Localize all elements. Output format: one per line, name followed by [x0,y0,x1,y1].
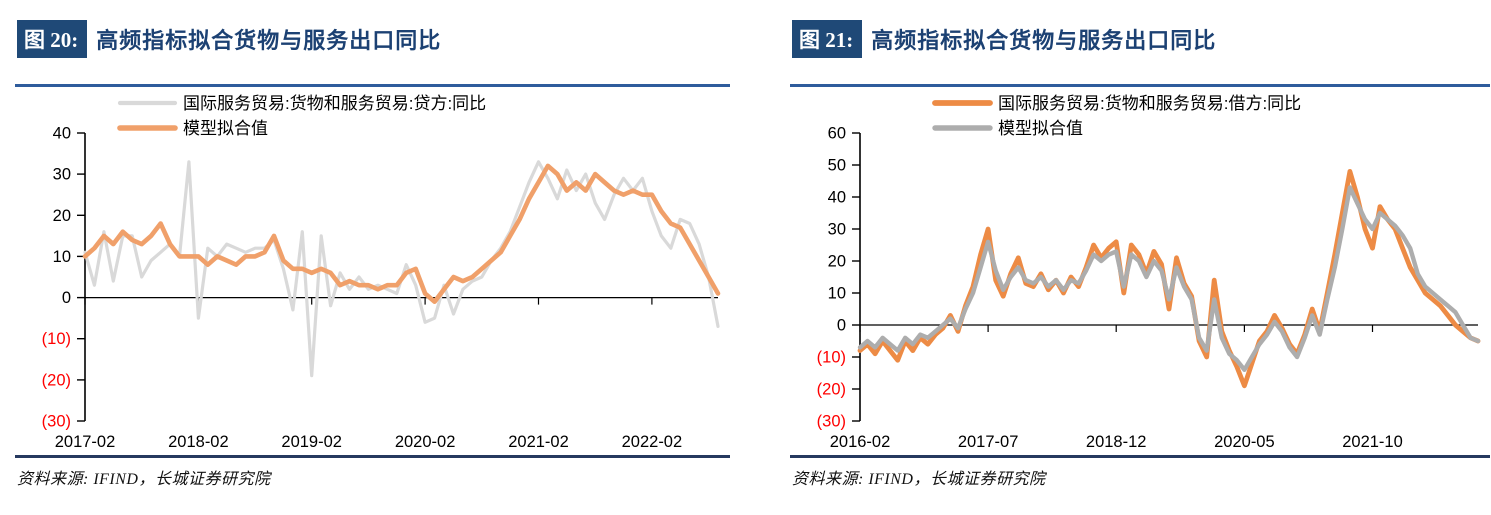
y-tick-label: (20) [42,371,71,389]
y-tick-label: 10 [53,248,71,266]
x-tick-label: 2021-10 [1342,433,1403,451]
x-tick-label: 2018-12 [1086,433,1147,451]
y-tick-label: 0 [62,289,71,307]
legend-label: 国际服务贸易:货物和服务贸易:借方:同比 [998,94,1301,113]
figure-20-tag: 图 20: [17,20,88,58]
line-chart: 60 50 40 30 20 10 0 (10) (20) (30) 2016-02 2017-07 2… [817,94,1481,451]
figure-21-tag: 图 21: [792,20,863,58]
y-tick-label: (30) [817,413,846,431]
figure-20-panel: 图 20: 高频指标拟合货物与服务出口同比 40 30 20 10 0 (10) (20) (… [15,16,730,489]
y-tick-label: 10 [828,285,846,303]
line-chart: 40 30 20 10 0 (10) (20) (30) 2017-02 2018-02 2019-… [42,94,721,451]
x-tick-label: 2022-02 [622,433,683,451]
legend-label: 模型拟合值 [998,119,1083,138]
y-tick-label: 60 [828,125,846,143]
figure-21-source-note: 资料来源: IFIND，长城证券研究院 [792,471,1046,488]
figure-20-chart: 40 30 20 10 0 (10) (20) (30) 2017-02 2018-02 2019-… [15,87,730,455]
series-line [857,169,1481,389]
y-tick-label: 20 [828,253,846,271]
legend-label: 模型拟合值 [183,119,268,138]
x-tick-label: 2017-07 [958,433,1019,451]
y-tick-label: (10) [42,330,71,348]
figure-20-footer-divider [15,455,730,458]
figure-20-header: 图 20: 高频指标拟合货物与服务出口同比 [17,20,730,58]
legend-label: 国际服务贸易:货物和服务贸易:贷方:同比 [183,94,486,113]
y-tick-label: 40 [828,189,846,207]
y-tick-label: (30) [42,413,71,431]
y-tick-label: 30 [828,221,846,239]
figures-row: 图 20: 高频指标拟合货物与服务出口同比 40 30 20 10 0 (10) (20) (… [15,16,1490,489]
y-tick-label: 30 [53,166,71,184]
y-tick-label: 40 [53,125,71,143]
figure-21-footer-divider [790,455,1490,458]
figure-20-source-note: 资料来源: IFIND，长城证券研究院 [17,471,271,488]
figure-21-title: 高频指标拟合货物与服务出口同比 [871,28,1217,53]
x-tick-label: 2016-02 [830,433,891,451]
figure-21-header-divider [790,84,1490,87]
figure-21-chart: 60 50 40 30 20 10 0 (10) (20) (30) 2016-02 2017-07 2… [790,87,1490,455]
figure-20-title: 高频指标拟合货物与服务出口同比 [96,28,442,53]
x-tick-label: 2020-05 [1214,433,1275,451]
figure-21-panel: 图 21: 高频指标拟合货物与服务出口同比 60 50 40 30 20 10 0 (10) (… [790,16,1490,489]
x-tick-label: 2020-02 [395,433,456,451]
y-tick-label: 0 [837,317,846,335]
x-tick-label: 2021-02 [508,433,569,451]
y-tick-label: (10) [817,349,846,367]
y-tick-label: (20) [817,381,846,399]
x-tick-label: 2019-02 [281,433,342,451]
series-line [82,163,721,304]
y-tick-label: 50 [828,157,846,175]
figure-20-header-divider [15,84,730,87]
x-tick-label: 2017-02 [55,433,116,451]
x-tick-label: 2018-02 [168,433,229,451]
figure-21-header: 图 21: 高频指标拟合货物与服务出口同比 [792,20,1490,58]
series-line [857,185,1481,372]
y-tick-label: 20 [53,207,71,225]
